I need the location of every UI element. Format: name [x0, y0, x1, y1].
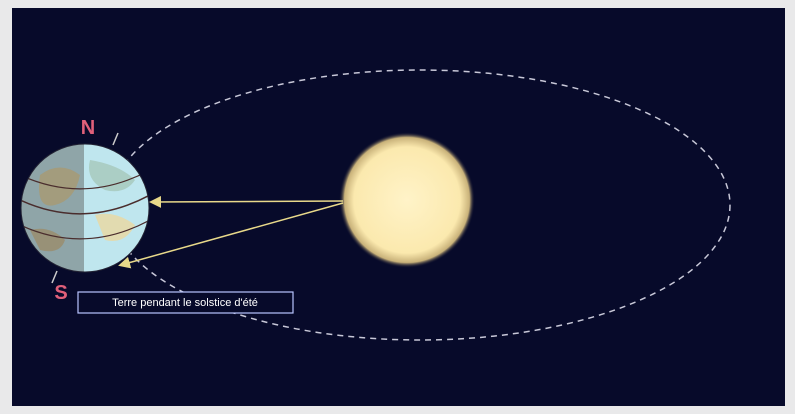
caption: Terre pendant le solstice d'été: [112, 297, 258, 309]
page: N S Terre pendant le solstice d'été (() …: [0, 0, 795, 414]
sun: [339, 132, 475, 268]
diagram: N S Terre pendant le solstice d'été: [0, 0, 795, 414]
sun-ray: [152, 201, 343, 202]
south-label: S: [54, 282, 67, 304]
north-label: N: [81, 117, 95, 139]
